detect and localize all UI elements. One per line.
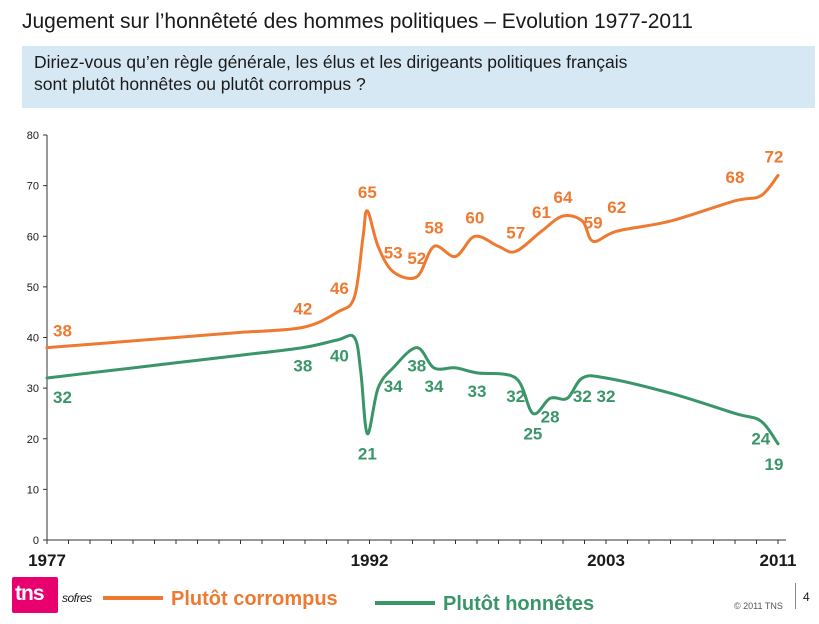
data-label-corrompus: 42 — [293, 299, 312, 318]
data-label-honnetes: 24 — [751, 430, 770, 449]
data-label-corrompus: 59 — [584, 213, 603, 232]
y-tick-label: 70 — [27, 181, 39, 193]
data-label-honnetes: 34 — [384, 377, 403, 396]
y-tick-label: 20 — [27, 434, 39, 446]
series-line-corrompus — [45, 174, 780, 350]
x-tick-label: 1992 — [351, 551, 389, 570]
survey-question-line-2: sont plutôt honnêtes ou plutôt corrompus… — [34, 74, 366, 94]
y-tick-label: 80 — [27, 130, 39, 142]
survey-question-line-1: Diriez-vous qu’en règle générale, les él… — [34, 52, 628, 72]
legend-label-corrompus: Plutôt corrompus — [171, 588, 338, 610]
data-label-corrompus: 68 — [726, 168, 745, 187]
data-label-honnetes: 38 — [407, 357, 426, 376]
y-tick-label: 40 — [27, 333, 39, 345]
y-tick-label: 50 — [27, 282, 39, 294]
copyright-notice: © 2011 TNS — [734, 601, 783, 611]
data-label-corrompus: 53 — [384, 244, 403, 263]
data-label-corrompus: 65 — [358, 183, 377, 202]
y-tick-label: 30 — [27, 383, 39, 395]
data-label-honnetes: 34 — [425, 377, 444, 396]
data-label-honnetes: 40 — [330, 347, 349, 366]
data-label-honnetes: 21 — [358, 445, 377, 464]
page-number: 4 — [803, 590, 810, 604]
data-label-corrompus: 72 — [765, 148, 784, 167]
data-label-honnetes: 25 — [523, 424, 542, 443]
data-label-honnetes: 19 — [765, 455, 784, 474]
logo-main-text: tns — [15, 582, 44, 605]
legend-label-honnetes: Plutôt honnêtes — [443, 593, 594, 615]
data-label-corrompus: 46 — [330, 279, 349, 298]
logo-badge: tns — [12, 577, 58, 613]
data-label-honnetes: 32 — [53, 388, 72, 407]
x-tick-label: 2011 — [760, 551, 797, 570]
data-label-honnetes: 32 — [597, 387, 616, 406]
data-label-corrompus: 57 — [506, 223, 525, 242]
x-tick-label: 1977 — [28, 551, 66, 570]
tns-sofres-logo: tns sofres — [12, 577, 100, 617]
data-label-corrompus: 61 — [532, 203, 551, 222]
series-line-honnetes — [45, 333, 780, 446]
data-label-honnetes: 38 — [293, 357, 312, 376]
data-label-corrompus: 52 — [407, 249, 426, 268]
survey-question-box: Diriez-vous qu’en règle générale, les él… — [22, 46, 815, 108]
data-label-honnetes: 28 — [541, 407, 560, 426]
y-tick-label: 0 — [33, 535, 39, 547]
data-label-honnetes: 32 — [506, 387, 525, 406]
data-label-corrompus: 58 — [425, 218, 444, 237]
y-tick-label: 10 — [27, 484, 39, 496]
data-label-corrompus: 38 — [53, 322, 72, 341]
data-label-honnetes: 33 — [468, 382, 487, 401]
slide-title: Jugement sur l’honnêteté des hommes poli… — [22, 10, 693, 33]
data-label-corrompus: 64 — [554, 188, 573, 207]
page-divider — [795, 583, 796, 609]
x-tick-label: 2003 — [587, 551, 625, 570]
data-label-corrompus: 62 — [607, 198, 626, 217]
logo-sub-text: sofres — [62, 591, 92, 605]
y-tick-label: 60 — [27, 231, 39, 243]
data-label-honnetes: 32 — [573, 387, 592, 406]
data-label-corrompus: 60 — [465, 208, 484, 227]
